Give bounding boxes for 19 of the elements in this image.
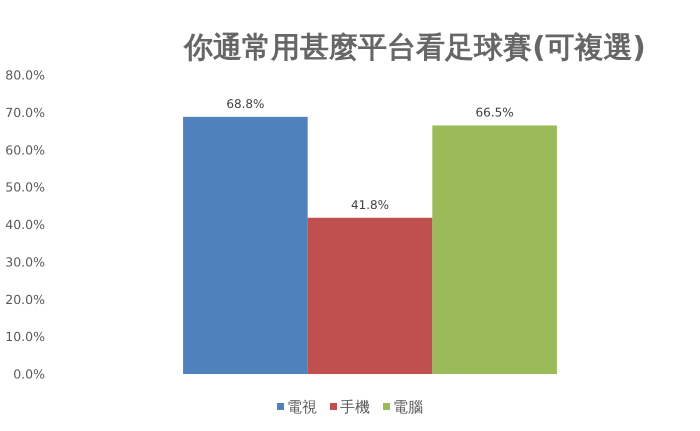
- legend-label: 手機: [340, 398, 370, 416]
- data-label: 41.8%: [350, 198, 390, 212]
- title: 你通常用甚麼平台看足球賽(可複選): [184, 30, 646, 64]
- y-tick-label: 40.0%: [5, 217, 46, 232]
- legend-label: 電視: [287, 398, 317, 416]
- y-tick-label: 10.0%: [5, 329, 46, 344]
- y-tick-label: 20.0%: [5, 292, 46, 307]
- data-label: 66.5%: [476, 105, 514, 120]
- series: 68.8%: [183, 96, 308, 374]
- series: 41.8%: [308, 198, 432, 374]
- y-tick-label: 30.0%: [5, 254, 46, 270]
- y-tick-label: 0.0%: [13, 366, 46, 382]
- y-tick-label: 50.0%: [5, 180, 46, 195]
- data-label: 68.8%: [226, 96, 264, 111]
- legend-label: 電腦: [393, 398, 423, 416]
- y-tick-label: 80.0%: [5, 68, 46, 82]
- y-tick-label: 60.0%: [5, 142, 46, 158]
- y-tick-label: 70.0%: [5, 104, 46, 120]
- series: 66.5%: [432, 105, 557, 374]
